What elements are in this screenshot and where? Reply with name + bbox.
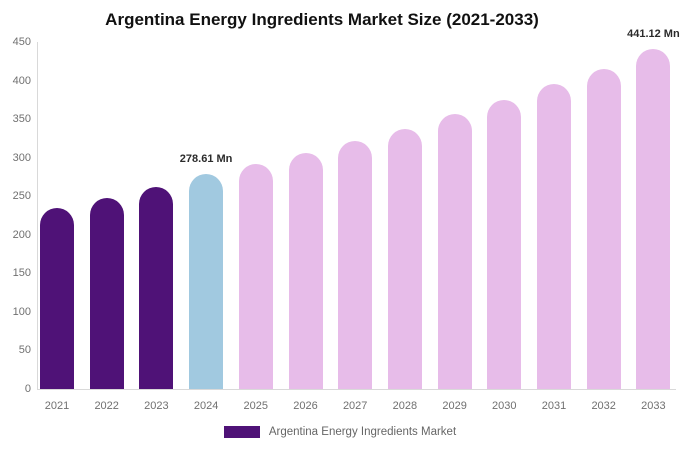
x-tick-label-2028: 2028 — [392, 400, 418, 412]
bar-2033[interactable] — [636, 48, 671, 389]
bar-2026[interactable] — [288, 153, 323, 389]
x-tick-label-2026: 2026 — [293, 400, 318, 412]
x-tick-label-2022: 2022 — [94, 400, 119, 412]
y-tick-label-400: 400 — [12, 74, 31, 87]
y-axis-line — [37, 42, 38, 389]
x-tick-label-2027: 2027 — [342, 400, 368, 412]
bar-2023[interactable] — [139, 186, 174, 389]
bar-2021[interactable] — [40, 207, 74, 389]
y-tick-label-200: 200 — [12, 228, 31, 241]
legend: Argentina Energy Ingredients Market — [0, 426, 680, 438]
x-tick-label-2025: 2025 — [243, 400, 269, 412]
x-tick-label-2023: 2023 — [144, 400, 169, 412]
bar-2031[interactable] — [537, 84, 571, 389]
x-tick-label-2024: 2024 — [193, 400, 219, 412]
y-tick-label-50: 50 — [18, 344, 31, 357]
bar-2025[interactable] — [238, 163, 273, 389]
y-tick-label-300: 300 — [12, 151, 31, 164]
x-tick-label-2030: 2030 — [492, 400, 517, 412]
y-tick-label-350: 350 — [12, 113, 31, 126]
bar-2024[interactable] — [189, 174, 224, 389]
bar-2027[interactable] — [338, 141, 373, 389]
data-label-2024: 278.61 Mn — [179, 153, 233, 166]
legend-swatch[interactable] — [223, 426, 260, 438]
y-tick-label-250: 250 — [12, 190, 31, 203]
bar-2022[interactable] — [89, 197, 124, 389]
bar-2032[interactable] — [586, 68, 621, 389]
x-axis-line — [37, 389, 676, 390]
y-tick-label-0: 0 — [24, 383, 31, 395]
data-label-2033: 441.12 Mn — [627, 27, 680, 40]
x-tick-label-2029: 2029 — [442, 400, 467, 412]
bar-2029[interactable] — [437, 114, 472, 389]
chart-title: Argentina Energy Ingredients Market Size… — [105, 10, 539, 29]
x-tick-label-2021: 2021 — [44, 400, 70, 412]
x-tick-label-2032: 2032 — [591, 400, 616, 412]
x-tick-label-2033: 2033 — [641, 400, 666, 412]
legend-label[interactable]: Argentina Energy Ingredients Market — [268, 426, 457, 438]
x-tick-label-2031: 2031 — [541, 400, 567, 412]
y-tick-label-450: 450 — [12, 36, 31, 48]
bar-2030[interactable] — [487, 99, 522, 389]
y-tick-label-150: 150 — [12, 267, 31, 280]
y-tick-label-100: 100 — [12, 305, 31, 318]
bar-2028[interactable] — [387, 129, 422, 389]
